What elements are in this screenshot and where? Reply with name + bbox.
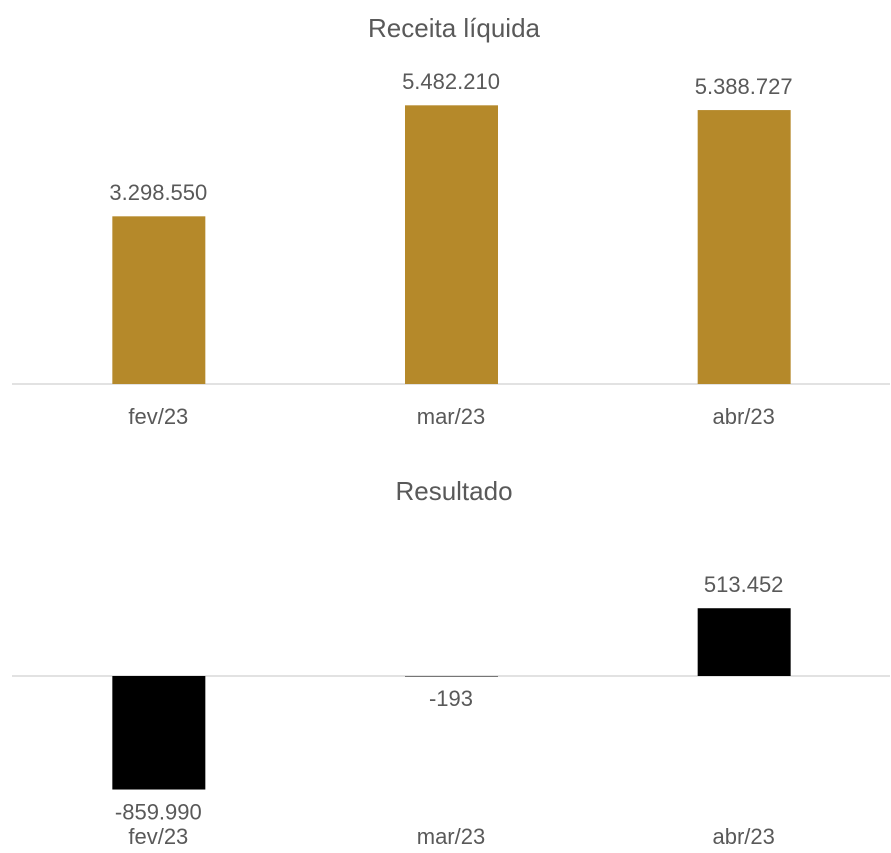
x-tick-label: abr/23 xyxy=(712,404,774,429)
bar xyxy=(697,608,791,676)
data-label: 3.298.550 xyxy=(109,180,207,205)
data-label: 5.482.210 xyxy=(402,69,500,94)
bar xyxy=(405,105,498,385)
chart-title: Resultado xyxy=(395,476,512,506)
bar xyxy=(697,110,791,384)
x-tick-label: abr/23 xyxy=(712,824,774,849)
chart-title: Receita líquida xyxy=(368,13,541,43)
bar xyxy=(112,676,206,790)
x-tick-label: mar/23 xyxy=(417,824,485,849)
x-tick-label: fev/23 xyxy=(128,824,188,849)
x-tick-label: fev/23 xyxy=(128,404,188,429)
data-label: 5.388.727 xyxy=(695,74,793,99)
data-label: 513.452 xyxy=(704,572,784,597)
data-label: -193 xyxy=(429,686,473,711)
bar xyxy=(112,216,206,384)
data-label: -859.990 xyxy=(115,799,202,824)
x-tick-label: mar/23 xyxy=(417,404,485,429)
bar xyxy=(405,676,498,677)
